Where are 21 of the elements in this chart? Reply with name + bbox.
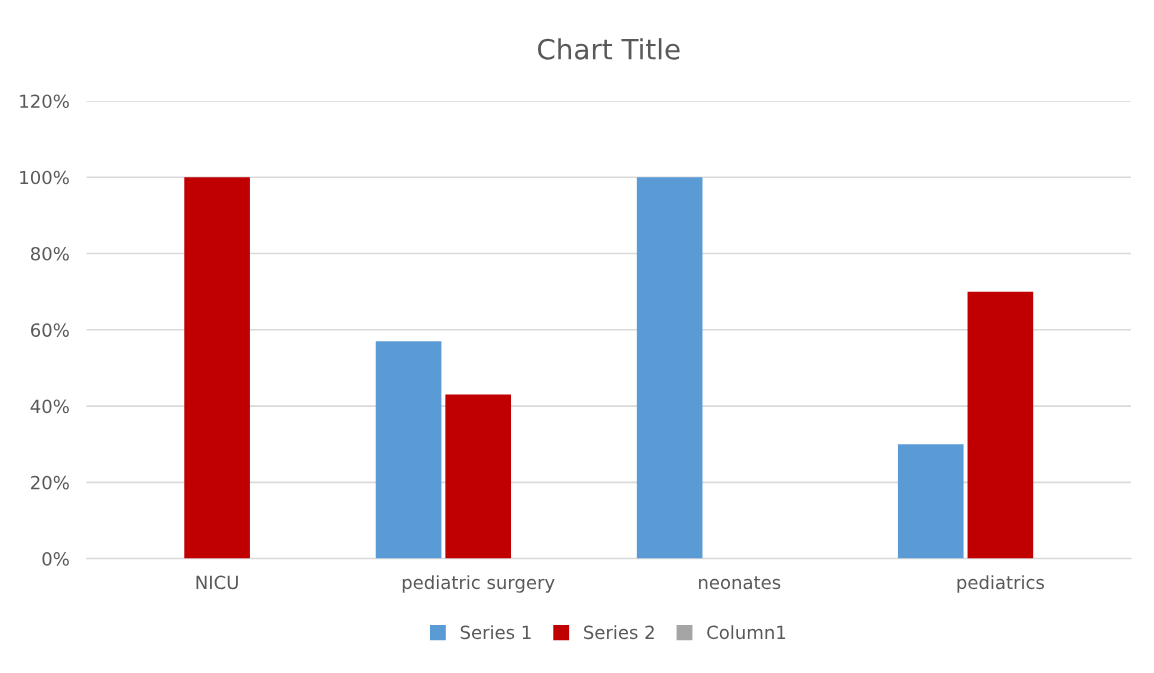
y-tick-label: 60% (31, 323, 69, 337)
bar (445, 394, 512, 559)
bar (967, 291, 1034, 559)
bar (375, 341, 442, 559)
x-tick-label: NICU (196, 575, 238, 590)
x-tick-label: pediatrics (957, 575, 1044, 593)
y-tick-label: 20% (31, 475, 69, 490)
legend-label: Series 1 (460, 625, 531, 640)
y-tick-label: 100% (20, 170, 69, 185)
x-tick-label: neonates (699, 576, 781, 590)
y-tick-label: 80% (30, 246, 69, 261)
y-tick-label: 120% (20, 94, 69, 109)
bar (897, 444, 964, 559)
legend-label: Column1 (707, 625, 786, 640)
chart-title: Chart Title (537, 38, 680, 60)
bar (636, 177, 703, 559)
x-tick-label: pediatric surgery (402, 575, 555, 593)
bar (184, 177, 250, 559)
y-tick-label: 40% (30, 399, 69, 414)
legend-label: Series 2 (584, 625, 654, 640)
y-tick-label: 0% (42, 552, 69, 566)
